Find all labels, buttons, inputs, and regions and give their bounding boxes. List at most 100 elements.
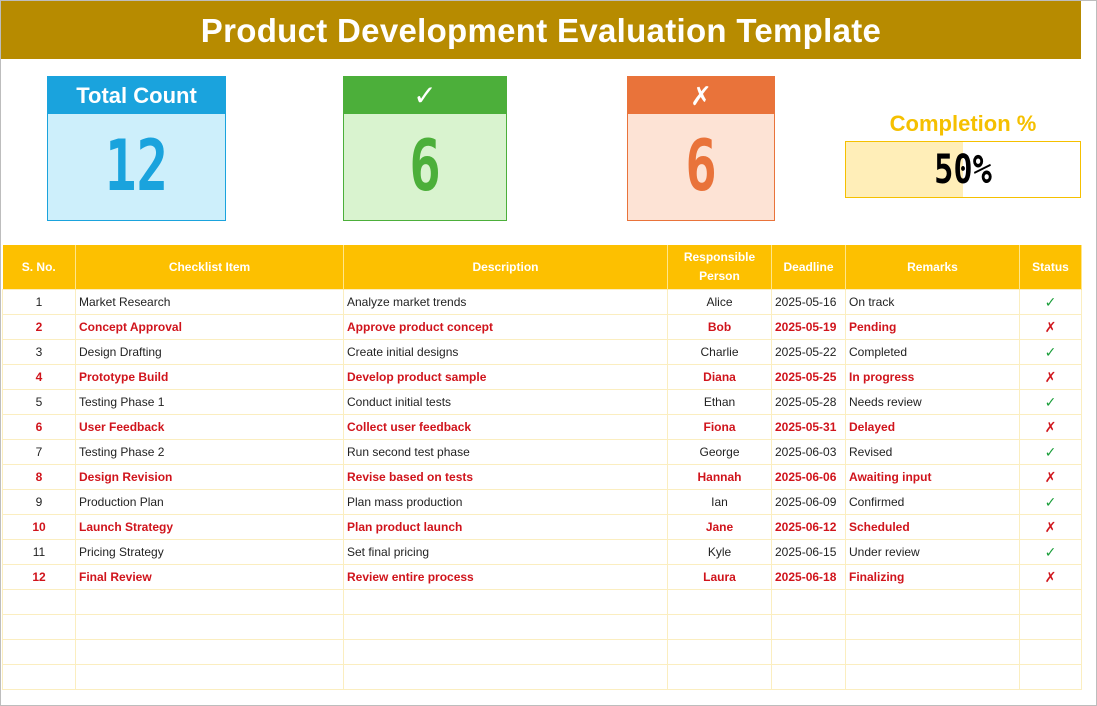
cell-item[interactable]: User Feedback xyxy=(75,414,344,440)
cell-remarks[interactable]: On track xyxy=(845,289,1020,315)
cell-deadline[interactable]: 2025-05-25 xyxy=(771,364,846,390)
empty-cell[interactable] xyxy=(343,589,668,615)
empty-cell[interactable] xyxy=(667,589,772,615)
cell-person[interactable]: Charlie xyxy=(667,339,772,365)
cell-remarks[interactable]: Scheduled xyxy=(845,514,1020,540)
cell-sno[interactable]: 2 xyxy=(2,314,76,340)
cell-deadline[interactable]: 2025-06-03 xyxy=(771,439,846,465)
cell-sno[interactable]: 3 xyxy=(2,339,76,365)
empty-cell[interactable] xyxy=(1019,639,1082,665)
status-cross-icon[interactable]: ✗ xyxy=(1019,464,1082,490)
status-check-icon[interactable]: ✓ xyxy=(1019,539,1082,565)
cell-sno[interactable]: 9 xyxy=(2,489,76,515)
cell-item[interactable]: Pricing Strategy xyxy=(75,539,344,565)
cell-remarks[interactable]: Revised xyxy=(845,439,1020,465)
cell-item[interactable]: Launch Strategy xyxy=(75,514,344,540)
cell-remarks[interactable]: Delayed xyxy=(845,414,1020,440)
cell-person[interactable]: Ian xyxy=(667,489,772,515)
cell-sno[interactable]: 6 xyxy=(2,414,76,440)
cell-deadline[interactable]: 2025-06-15 xyxy=(771,539,846,565)
cell-remarks[interactable]: Awaiting input xyxy=(845,464,1020,490)
cell-person[interactable]: George xyxy=(667,439,772,465)
cell-description[interactable]: Develop product sample xyxy=(343,364,668,390)
empty-cell[interactable] xyxy=(667,664,772,690)
cell-item[interactable]: Testing Phase 2 xyxy=(75,439,344,465)
status-cross-icon[interactable]: ✗ xyxy=(1019,364,1082,390)
cell-item[interactable]: Production Plan xyxy=(75,489,344,515)
cell-remarks[interactable]: Needs review xyxy=(845,389,1020,415)
status-check-icon[interactable]: ✓ xyxy=(1019,289,1082,315)
empty-cell[interactable] xyxy=(75,614,344,640)
cell-sno[interactable]: 5 xyxy=(2,389,76,415)
empty-cell[interactable] xyxy=(771,639,846,665)
cell-item[interactable]: Design Revision xyxy=(75,464,344,490)
cell-description[interactable]: Conduct initial tests xyxy=(343,389,668,415)
cell-item[interactable]: Prototype Build xyxy=(75,364,344,390)
cell-remarks[interactable]: Confirmed xyxy=(845,489,1020,515)
empty-cell[interactable] xyxy=(1019,589,1082,615)
cell-person[interactable]: Hannah xyxy=(667,464,772,490)
cell-person[interactable]: Alice xyxy=(667,289,772,315)
cell-sno[interactable]: 7 xyxy=(2,439,76,465)
empty-cell[interactable] xyxy=(2,614,76,640)
empty-cell[interactable] xyxy=(1019,664,1082,690)
cell-person[interactable]: Ethan xyxy=(667,389,772,415)
col-header-remarks[interactable]: Remarks xyxy=(845,245,1020,290)
cell-item[interactable]: Design Drafting xyxy=(75,339,344,365)
col-header-person[interactable]: Responsible Person xyxy=(667,245,772,290)
cell-description[interactable]: Review entire process xyxy=(343,564,668,590)
cell-remarks[interactable]: Under review xyxy=(845,539,1020,565)
status-cross-icon[interactable]: ✗ xyxy=(1019,514,1082,540)
cell-description[interactable]: Analyze market trends xyxy=(343,289,668,315)
status-cross-icon[interactable]: ✗ xyxy=(1019,314,1082,340)
cell-person[interactable]: Kyle xyxy=(667,539,772,565)
cell-deadline[interactable]: 2025-06-06 xyxy=(771,464,846,490)
cell-sno[interactable]: 12 xyxy=(2,564,76,590)
empty-cell[interactable] xyxy=(845,589,1020,615)
cell-deadline[interactable]: 2025-05-31 xyxy=(771,414,846,440)
cell-sno[interactable]: 8 xyxy=(2,464,76,490)
cell-description[interactable]: Set final pricing xyxy=(343,539,668,565)
cell-remarks[interactable]: In progress xyxy=(845,364,1020,390)
cell-person[interactable]: Jane xyxy=(667,514,772,540)
cell-deadline[interactable]: 2025-06-09 xyxy=(771,489,846,515)
cell-deadline[interactable]: 2025-06-12 xyxy=(771,514,846,540)
cell-description[interactable]: Approve product concept xyxy=(343,314,668,340)
empty-cell[interactable] xyxy=(75,589,344,615)
cell-sno[interactable]: 11 xyxy=(2,539,76,565)
empty-cell[interactable] xyxy=(2,664,76,690)
empty-cell[interactable] xyxy=(1019,614,1082,640)
status-cross-icon[interactable]: ✗ xyxy=(1019,564,1082,590)
cell-item[interactable]: Market Research xyxy=(75,289,344,315)
cell-description[interactable]: Run second test phase xyxy=(343,439,668,465)
cell-person[interactable]: Bob xyxy=(667,314,772,340)
empty-cell[interactable] xyxy=(667,614,772,640)
empty-cell[interactable] xyxy=(343,614,668,640)
empty-cell[interactable] xyxy=(343,639,668,665)
col-header-item[interactable]: Checklist Item xyxy=(75,245,344,290)
empty-cell[interactable] xyxy=(845,614,1020,640)
cell-description[interactable]: Revise based on tests xyxy=(343,464,668,490)
cell-deadline[interactable]: 2025-05-22 xyxy=(771,339,846,365)
empty-cell[interactable] xyxy=(845,664,1020,690)
cell-person[interactable]: Diana xyxy=(667,364,772,390)
empty-cell[interactable] xyxy=(2,639,76,665)
cell-deadline[interactable]: 2025-05-19 xyxy=(771,314,846,340)
cell-remarks[interactable]: Pending xyxy=(845,314,1020,340)
cell-deadline[interactable]: 2025-06-18 xyxy=(771,564,846,590)
status-check-icon[interactable]: ✓ xyxy=(1019,439,1082,465)
cell-person[interactable]: Laura xyxy=(667,564,772,590)
cell-description[interactable]: Plan mass production xyxy=(343,489,668,515)
status-cross-icon[interactable]: ✗ xyxy=(1019,414,1082,440)
cell-deadline[interactable]: 2025-05-28 xyxy=(771,389,846,415)
empty-cell[interactable] xyxy=(75,639,344,665)
empty-cell[interactable] xyxy=(75,664,344,690)
empty-cell[interactable] xyxy=(2,589,76,615)
cell-description[interactable]: Create initial designs xyxy=(343,339,668,365)
col-header-description[interactable]: Description xyxy=(343,245,668,290)
cell-remarks[interactable]: Completed xyxy=(845,339,1020,365)
col-header-deadline[interactable]: Deadline xyxy=(771,245,846,290)
col-header-sno[interactable]: S. No. xyxy=(2,245,76,290)
empty-cell[interactable] xyxy=(771,589,846,615)
empty-cell[interactable] xyxy=(343,664,668,690)
